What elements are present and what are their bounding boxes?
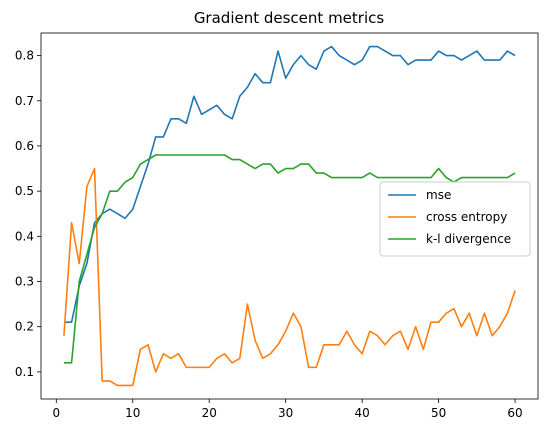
y-tick-label: 0.8 xyxy=(15,49,34,63)
axis-ticks: 0 10 20 30 40 50 60 0.1 0.2 0.3 0.4 0.5 0.6 0.7 0.8 xyxy=(15,49,523,420)
y-tick-label: 0.3 xyxy=(15,275,34,289)
y-tick-label: 0.2 xyxy=(15,320,34,334)
x-tick-label: 60 xyxy=(507,406,522,420)
y-tick-label: 0.5 xyxy=(15,184,34,198)
x-tick-label: 50 xyxy=(431,406,446,420)
y-tick-label: 0.4 xyxy=(15,229,34,243)
plot-frame xyxy=(40,32,539,400)
y-tick-label: 0.7 xyxy=(15,94,34,108)
x-tick-label: 30 xyxy=(278,406,293,420)
series-line-cross-entropy xyxy=(63,167,516,387)
y-tick-label: 0.6 xyxy=(15,139,34,153)
legend-label: mse xyxy=(426,188,451,202)
chart-title: Gradient descent metrics xyxy=(194,9,385,27)
x-tick-label: 40 xyxy=(354,406,369,420)
legend-label: cross entropy xyxy=(426,210,507,224)
series-lines xyxy=(63,45,516,387)
series-line-mse xyxy=(63,45,516,323)
legend: mse cross entropy k-l divergence xyxy=(379,181,531,257)
y-tick-label: 0.1 xyxy=(15,365,34,379)
legend-box xyxy=(379,181,531,257)
legend-label: k-l divergence xyxy=(426,232,511,246)
x-tick-label: 0 xyxy=(52,406,60,420)
series-line-k-l-divergence xyxy=(63,154,516,364)
x-tick-label: 10 xyxy=(125,406,140,420)
x-tick-label: 20 xyxy=(202,406,217,420)
